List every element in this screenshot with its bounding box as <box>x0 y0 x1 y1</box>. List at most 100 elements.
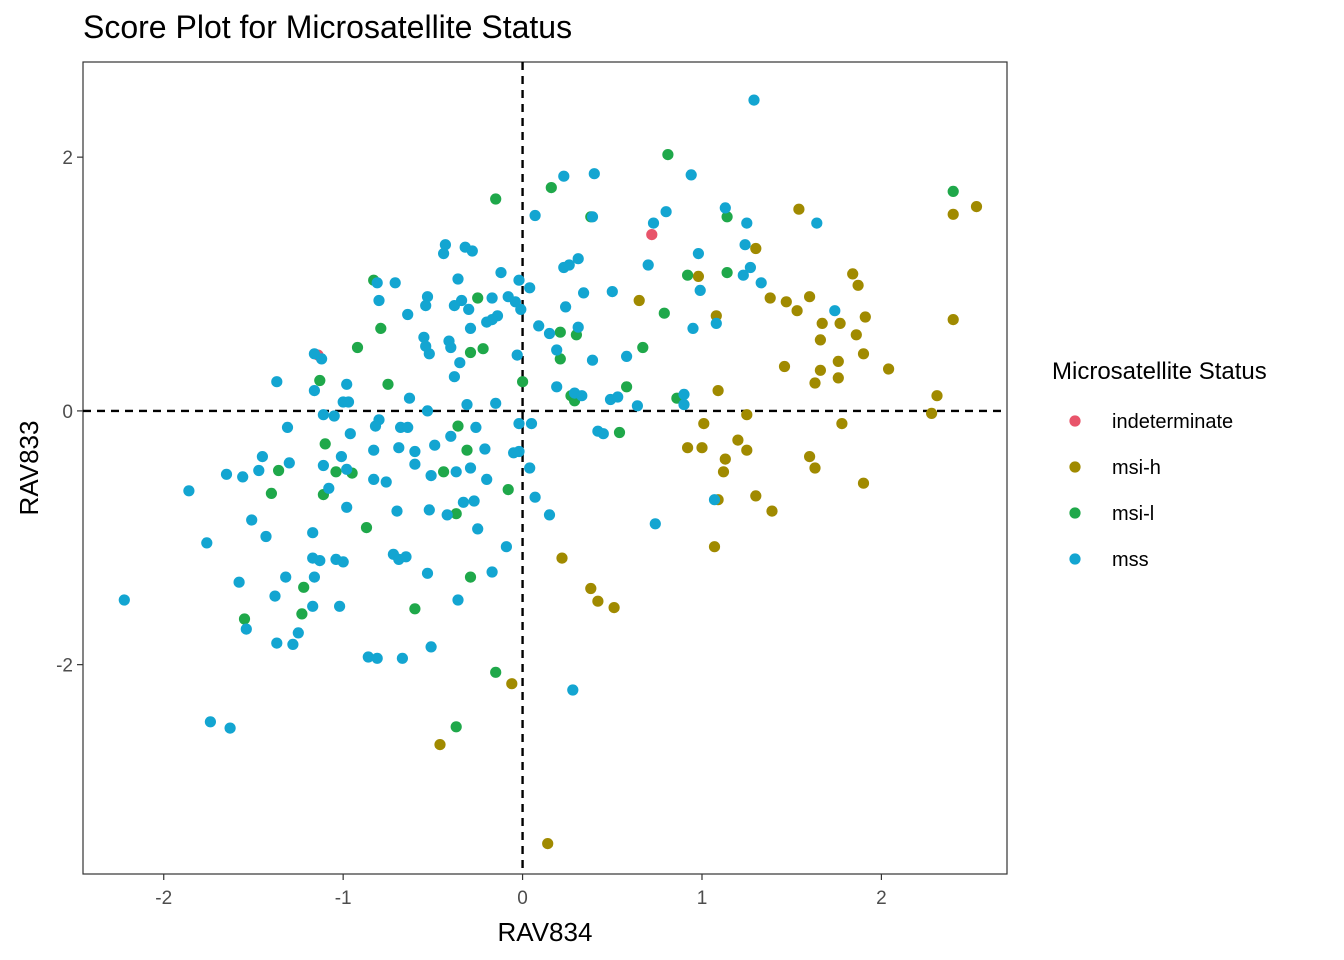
data-point-mss <box>739 239 751 251</box>
data-point-msi-h <box>778 360 791 373</box>
data-point-mss <box>201 537 213 549</box>
data-point-mss <box>486 292 498 304</box>
data-point-msi-h <box>682 442 694 454</box>
data-point-mss <box>454 357 466 369</box>
data-point-mss <box>811 217 823 229</box>
data-point-mss <box>409 458 421 470</box>
data-point-msi-l <box>450 721 462 733</box>
data-point-mss <box>283 457 295 469</box>
data-point-mss <box>525 418 538 430</box>
data-point-msi-l <box>637 341 649 354</box>
data-point-msi-l <box>438 466 450 478</box>
data-point-msi-h <box>696 442 708 454</box>
data-point-mss <box>612 391 624 403</box>
data-point-mss <box>543 509 556 521</box>
data-point-mss <box>237 471 249 483</box>
data-point-mss <box>317 459 329 472</box>
data-point-mss <box>220 468 233 480</box>
data-point-mss <box>420 340 432 352</box>
data-point-mss <box>511 349 523 361</box>
data-point-msi-l <box>545 182 557 194</box>
data-point-msi-h <box>633 294 645 307</box>
data-point-mss <box>280 571 292 583</box>
data-point-mss <box>441 509 453 521</box>
data-point-mss <box>479 443 491 455</box>
data-point-mss <box>371 277 383 289</box>
data-point-msi-h <box>883 363 895 375</box>
data-point-mss <box>256 451 268 463</box>
legend-label-msi-l: msi-l <box>1112 503 1154 525</box>
x-tick-label: 1 <box>697 888 708 909</box>
plot-area <box>82 61 1008 875</box>
data-point-mss <box>389 277 401 289</box>
data-point-msi-h <box>556 552 568 564</box>
data-point-mss <box>423 504 435 516</box>
data-point-mss <box>429 439 441 451</box>
data-point-mss <box>391 505 403 517</box>
data-point-msi-l <box>461 444 473 456</box>
data-point-mss <box>271 637 283 649</box>
data-point-mss <box>551 381 563 393</box>
data-point-msi-h <box>947 208 959 220</box>
data-point-msi-l <box>375 322 387 334</box>
data-point-msi-l <box>721 211 733 223</box>
data-point-msi-l <box>265 487 277 499</box>
data-point-mss <box>572 321 584 333</box>
data-point-mss <box>287 638 299 651</box>
data-point-mss <box>468 495 480 507</box>
data-point-mss <box>621 350 633 362</box>
data-point-mss <box>755 277 767 289</box>
data-point-mss <box>524 282 536 294</box>
data-point-mss <box>452 594 464 606</box>
data-point-mss <box>463 303 475 315</box>
data-point-mss <box>445 341 457 354</box>
data-point-msi-h <box>804 291 816 303</box>
data-point-mss <box>307 552 319 564</box>
data-point-mss <box>710 317 722 329</box>
data-point-mss <box>748 94 760 106</box>
data-point-mss <box>719 202 731 214</box>
data-point-msi-h <box>750 490 762 502</box>
data-point-mss <box>685 169 697 181</box>
data-point-mss <box>402 308 414 321</box>
data-point-msi-h <box>832 355 844 367</box>
data-point-mss <box>486 566 498 578</box>
data-point-mss <box>409 445 421 458</box>
data-point-msi-l <box>472 292 484 304</box>
data-point-msi-l <box>947 185 959 197</box>
legend-label-mss: mss <box>1112 549 1149 571</box>
data-point-msi-h <box>741 409 753 421</box>
data-point-mss <box>240 623 252 635</box>
data-point-msi-h <box>764 292 776 304</box>
data-point-mss <box>439 239 451 251</box>
data-point-mss <box>741 217 753 229</box>
data-point-mss <box>692 248 705 260</box>
data-point-msi-h <box>585 582 597 595</box>
data-point-msi-h <box>832 372 844 384</box>
data-point-msi-l <box>502 484 514 496</box>
data-point-mss <box>560 301 572 313</box>
data-point-msi-l <box>477 343 489 355</box>
data-point-mss <box>425 470 437 482</box>
data-point-mss <box>461 399 473 411</box>
data-point-mss <box>472 523 484 535</box>
data-point-msi-l <box>490 666 502 678</box>
legend-key-msi-l <box>1069 507 1081 519</box>
data-point-mss <box>513 418 525 430</box>
axes: -2 -1 0 1 2 -2 0 2 <box>56 148 887 909</box>
data-point-msi-l <box>464 571 477 583</box>
data-point-msi-l <box>554 353 566 365</box>
data-point-mss <box>281 421 294 433</box>
data-point-msi-h <box>719 453 731 465</box>
data-point-msi-h <box>857 477 870 489</box>
data-point-msi-l <box>450 508 462 520</box>
data-point-msi-l <box>298 581 310 593</box>
data-point-mss <box>543 327 556 340</box>
data-point-msi-l <box>662 149 674 161</box>
data-point-mss <box>578 287 590 299</box>
data-point-mss <box>708 494 721 506</box>
data-point-mss <box>421 291 434 303</box>
data-point-mss <box>438 248 450 260</box>
data-point-mss <box>421 567 434 579</box>
data-point-mss <box>369 420 382 432</box>
